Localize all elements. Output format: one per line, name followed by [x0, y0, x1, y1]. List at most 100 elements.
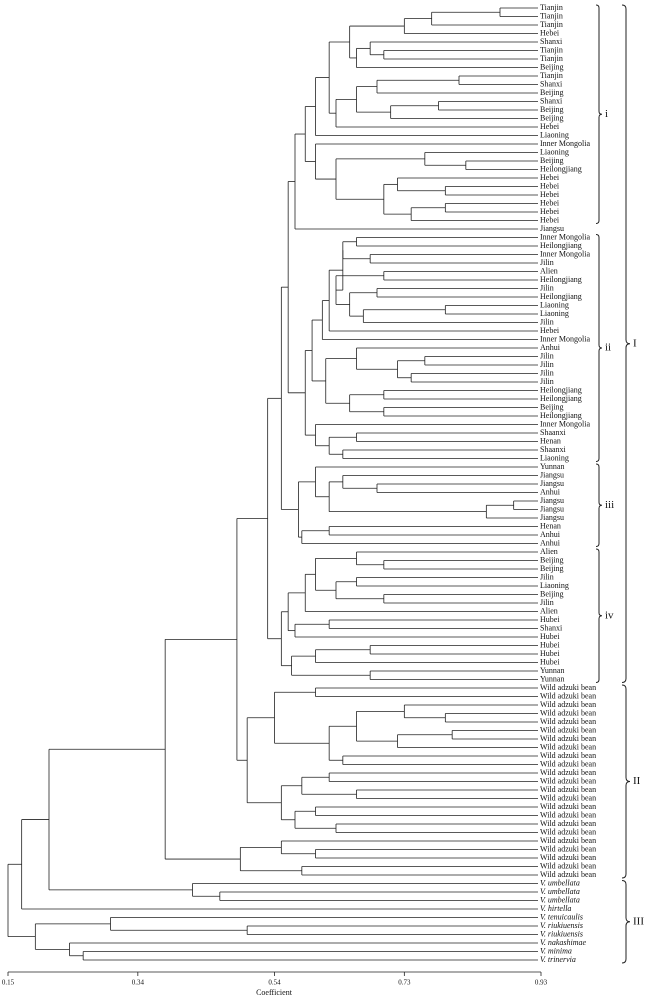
leaf-label: Anhui — [540, 530, 561, 539]
leaf-label: Jilin — [540, 258, 554, 267]
leaf-label: Jilin — [540, 572, 554, 581]
leaf-label: V. trinervia — [540, 955, 576, 964]
leaf-label: Beijing — [540, 62, 564, 71]
leaf-label: Hebei — [540, 181, 560, 190]
leaf-label: V. umbellata — [540, 878, 580, 887]
leaf-label: Hebei — [540, 326, 560, 335]
leaf-label: Wild adzuki bean — [540, 870, 596, 879]
bracket-label: I — [633, 337, 637, 349]
leaf-label: Tianjin — [540, 54, 563, 63]
x-tick-label: 0.73 — [398, 979, 411, 987]
leaf-label: Beijing — [540, 555, 564, 564]
leaf-label: Jilin — [540, 317, 554, 326]
leaf-label: Alien — [540, 547, 558, 556]
leaf-label: Shanxi — [540, 37, 563, 46]
leaf-label: Anhui — [540, 538, 561, 547]
leaf-label: Tianjin — [540, 20, 563, 29]
leaf-label: Alien — [540, 266, 558, 275]
leaf-label: Beijing — [540, 88, 564, 97]
leaf-label: Wild adzuki bean — [540, 861, 596, 870]
bracket — [621, 880, 631, 964]
x-tick-label: 0.93 — [535, 979, 548, 987]
bracket-label: i — [605, 108, 608, 120]
x-tick-label: 0.54 — [268, 979, 281, 987]
leaf-label: Henan — [540, 521, 561, 530]
leaf-label: V. umbellata — [540, 895, 580, 904]
leaf-label: Hebei — [540, 207, 560, 216]
leaf-label: Anhui — [540, 487, 561, 496]
leaf-label: Wild adzuki bean — [540, 734, 596, 743]
leaf-label: Liaoning — [540, 300, 569, 309]
leaf-label: Wild adzuki bean — [540, 819, 596, 828]
x-tick-label: 0.15 — [2, 979, 15, 987]
leaf-label: Wild adzuki bean — [540, 827, 596, 836]
leaf-label: Heilongjiang — [540, 385, 582, 394]
leaf-label: Anhui — [540, 343, 561, 352]
leaf-label: Liaoning — [540, 581, 569, 590]
leaf-label: Henan — [540, 436, 561, 445]
leaf-label: Wild adzuki bean — [540, 751, 596, 760]
bracket-label: iv — [605, 609, 614, 621]
leaf-label: Hubei — [540, 640, 560, 649]
leaf-label: Liaoning — [540, 309, 569, 318]
leaf-label: Beijing — [540, 402, 564, 411]
leaf-label: Heilongjiang — [540, 164, 582, 173]
x-tick-label: 0.34 — [132, 979, 145, 987]
leaf-label: Hubei — [540, 657, 560, 666]
leaf-label: Hebei — [540, 215, 560, 224]
leaf-label: Inner Mongolia — [540, 419, 590, 428]
leaf-label: Hebei — [540, 122, 560, 131]
bracket — [621, 684, 631, 879]
leaf-label: Jilin — [540, 377, 554, 386]
x-axis-label: Coefficient — [256, 988, 293, 997]
bracket — [595, 463, 603, 547]
leaf-label: Jiangsu — [540, 470, 564, 479]
leaf-label: Wild adzuki bean — [540, 691, 596, 700]
leaf-label: Hubei — [540, 632, 560, 641]
bracket — [595, 4, 603, 224]
leaf-label: Wild adzuki bean — [540, 700, 596, 709]
bracket — [595, 548, 603, 683]
leaf-label: Wild adzuki bean — [540, 793, 596, 802]
leaf-label: Heilongjiang — [540, 292, 582, 301]
leaf-label: Hebei — [540, 28, 560, 37]
leaf-label: Jilin — [540, 598, 554, 607]
leaf-label: Tianjin — [540, 71, 563, 80]
leaf-label: Beijing — [540, 105, 564, 114]
leaf-label: Wild adzuki bean — [540, 717, 596, 726]
leaf-label: Wild adzuki bean — [540, 768, 596, 777]
leaf-label: Beijing — [540, 113, 564, 122]
leaf-label: Hubei — [540, 615, 560, 624]
leaf-label: Jiangsu — [540, 513, 564, 522]
leaf-label: Jiangsu — [540, 504, 564, 513]
leaf-label: Wild adzuki bean — [540, 742, 596, 751]
leaf-label: Hebei — [540, 190, 560, 199]
leaf-label: Jilin — [540, 368, 554, 377]
leaf-label: Hebei — [540, 173, 560, 182]
leaf-label: Shaanxi — [540, 445, 567, 454]
leaf-label: Heilongjiang — [540, 275, 582, 284]
leaf-label: Yunnan — [540, 462, 564, 471]
leaf-label: Liaoning — [540, 453, 569, 462]
leaf-label: Jiangsu — [540, 479, 564, 488]
leaf-label: Jilin — [540, 360, 554, 369]
leaf-label: Heilongjiang — [540, 394, 582, 403]
leaf-label: Inner Mongolia — [540, 249, 590, 258]
bracket — [621, 4, 631, 683]
leaf-label: Hebei — [540, 198, 560, 207]
leaf-label: Tianjin — [540, 45, 563, 54]
leaf-label: Wild adzuki bean — [540, 708, 596, 717]
leaf-label: Hubei — [540, 649, 560, 658]
leaf-label: Shanxi — [540, 96, 563, 105]
leaf-label: Shaanxi — [540, 428, 567, 437]
leaf-label: Shanxi — [540, 79, 563, 88]
leaf-label: V. nakashimae — [540, 938, 587, 947]
leaf-label: Jiangsu — [540, 496, 564, 505]
bracket-label: iii — [605, 499, 614, 511]
leaf-label: V. riukiuensis — [540, 921, 583, 930]
leaf-label: Heilongjiang — [540, 241, 582, 250]
bracket-label: ii — [605, 342, 611, 354]
leaf-label: Wild adzuki bean — [540, 683, 596, 692]
leaf-label: Jilin — [540, 283, 554, 292]
